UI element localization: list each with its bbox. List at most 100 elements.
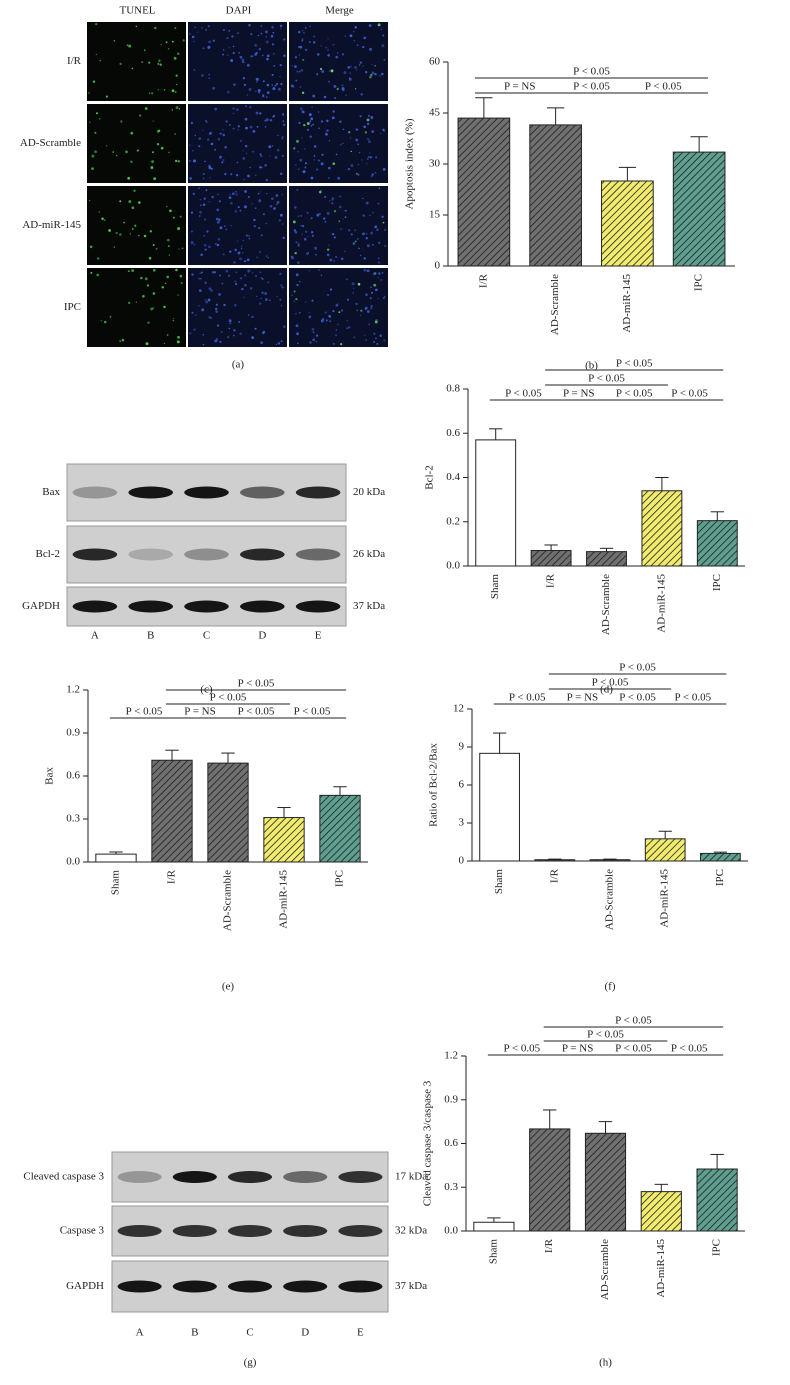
- cell-dot: [219, 132, 222, 135]
- cell-dot: [315, 334, 319, 337]
- cell-dot: [115, 231, 118, 235]
- cell-dot: [154, 26, 157, 30]
- cell-dot: [317, 53, 320, 56]
- cell-dot: [235, 191, 237, 193]
- cell-dot: [325, 319, 328, 322]
- cell-dot: [309, 120, 312, 123]
- cell-dot: [171, 89, 175, 93]
- cell-dot: [235, 173, 239, 177]
- cell-dot: [134, 224, 137, 227]
- cell-dot: [143, 234, 147, 238]
- cell-dot: [381, 271, 384, 274]
- cell-dot: [371, 130, 375, 134]
- cell-dot: [346, 298, 350, 301]
- cell-dot: [362, 197, 364, 200]
- cell-dot: [373, 283, 377, 287]
- cell-dot: [166, 275, 170, 279]
- cell-dot: [296, 283, 299, 287]
- cell-dot: [152, 292, 156, 295]
- bar: [584, 1132, 627, 1232]
- x-tick-label: IPC: [334, 870, 346, 887]
- x-tick-label: Sham: [489, 574, 501, 600]
- cell-dot: [353, 336, 355, 339]
- cell-dot: [369, 75, 372, 79]
- cell-dot: [363, 257, 366, 260]
- cell-dot: [356, 69, 358, 71]
- cell-dot: [237, 129, 239, 131]
- cell-dot: [243, 83, 247, 87]
- cell-dot: [221, 282, 224, 285]
- cell-dot: [127, 270, 130, 273]
- cell-dot: [256, 256, 259, 259]
- cell-dot: [340, 257, 344, 261]
- cell-dot: [318, 269, 320, 271]
- cell-dot: [297, 150, 299, 153]
- lane-label: C: [246, 1327, 253, 1339]
- blot-row-label: Caspase 3: [60, 1225, 105, 1237]
- cell-dot: [141, 61, 144, 64]
- cell-dot: [133, 189, 136, 192]
- cell-dot: [272, 115, 275, 118]
- cell-dot: [228, 123, 231, 127]
- blot-row-label: Bcl-2: [36, 548, 60, 560]
- cell-dot: [229, 250, 232, 253]
- cell-dot: [224, 225, 226, 227]
- cell-dot: [345, 94, 348, 97]
- x-tick-label: IPC: [711, 1239, 723, 1256]
- cell-dot: [310, 176, 314, 180]
- cell-dot: [354, 229, 357, 232]
- cell-dot: [171, 40, 174, 43]
- cell-dot: [156, 143, 160, 146]
- cell-dot: [251, 203, 253, 205]
- cell-dot: [215, 337, 218, 340]
- cell-dot: [353, 30, 355, 33]
- cell-dot: [260, 277, 263, 279]
- cell-dot: [152, 151, 154, 154]
- blot-band: [72, 548, 118, 561]
- cell-dot: [167, 245, 170, 248]
- cell-dot: [212, 86, 215, 90]
- y-tick-label: 0.2: [446, 515, 460, 527]
- cell-dot: [326, 211, 330, 215]
- cell-dot: [255, 207, 257, 209]
- cell-dot: [357, 173, 360, 176]
- blot-band: [283, 1280, 328, 1293]
- cell-dot: [372, 212, 374, 214]
- cell-dot: [193, 69, 196, 71]
- cell-dot: [199, 210, 202, 214]
- cell-dot: [209, 131, 212, 135]
- cell-dot: [182, 39, 185, 42]
- cell-dot: [279, 24, 283, 28]
- cell-dot: [260, 32, 263, 35]
- cell-dot: [280, 304, 283, 307]
- cell-dot: [239, 55, 243, 59]
- cell-dot: [252, 150, 254, 153]
- cell-dot: [228, 319, 232, 323]
- cell-dot: [240, 247, 243, 250]
- cell-dot: [252, 129, 256, 133]
- y-tick-label: 1.2: [66, 684, 80, 696]
- cell-dot: [333, 84, 337, 88]
- cell-dot: [177, 335, 180, 339]
- cell-dot: [203, 218, 207, 221]
- cell-dot: [331, 197, 334, 200]
- cell-dot: [130, 160, 133, 163]
- cell-dot: [198, 305, 200, 307]
- cell-dot: [223, 29, 225, 31]
- cell-dot: [384, 169, 386, 171]
- cell-dot: [151, 160, 154, 164]
- cell-dot: [244, 283, 247, 287]
- cell-dot: [370, 231, 374, 235]
- cell-dot: [306, 128, 310, 131]
- y-tick-label: 0.4: [446, 471, 460, 483]
- cell-dot: [194, 134, 196, 137]
- cell-dot: [337, 323, 339, 326]
- cell-dot: [343, 71, 347, 74]
- cell-dot: [365, 232, 368, 235]
- bar: [640, 1191, 682, 1232]
- cell-dot: [297, 242, 300, 245]
- cell-dot: [310, 117, 314, 121]
- cell-dot: [259, 250, 262, 253]
- cell-dot: [355, 172, 358, 175]
- cell-dot: [347, 131, 351, 134]
